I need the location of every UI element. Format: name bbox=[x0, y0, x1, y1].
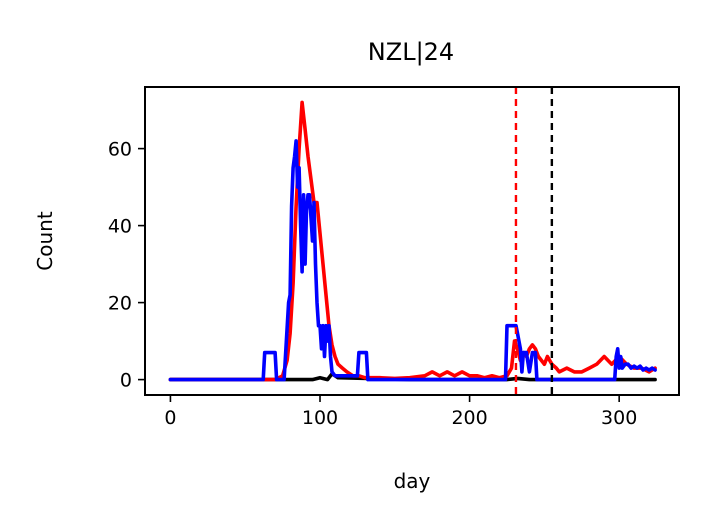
x-tick-label: 0 bbox=[164, 407, 176, 429]
y-tick-label: 0 bbox=[120, 370, 132, 392]
plot-area bbox=[168, 87, 657, 395]
plot-frame bbox=[144, 86, 680, 396]
axes: 0 100 200 300 0 20 40 60 bbox=[108, 139, 637, 429]
y-tick-label: 20 bbox=[108, 293, 132, 315]
y-tick-label: 40 bbox=[108, 216, 132, 238]
series-line-1 bbox=[168, 100, 657, 382]
y-tick-label: 60 bbox=[108, 139, 132, 161]
y-axis-title: Count bbox=[33, 211, 57, 271]
series-line-2 bbox=[168, 139, 657, 382]
x-tick-label: 100 bbox=[302, 407, 338, 429]
chart-title: NZL|24 bbox=[368, 38, 454, 66]
x-tick-label: 300 bbox=[601, 407, 637, 429]
x-axis-title: day bbox=[394, 469, 431, 493]
x-tick-label: 200 bbox=[451, 407, 487, 429]
